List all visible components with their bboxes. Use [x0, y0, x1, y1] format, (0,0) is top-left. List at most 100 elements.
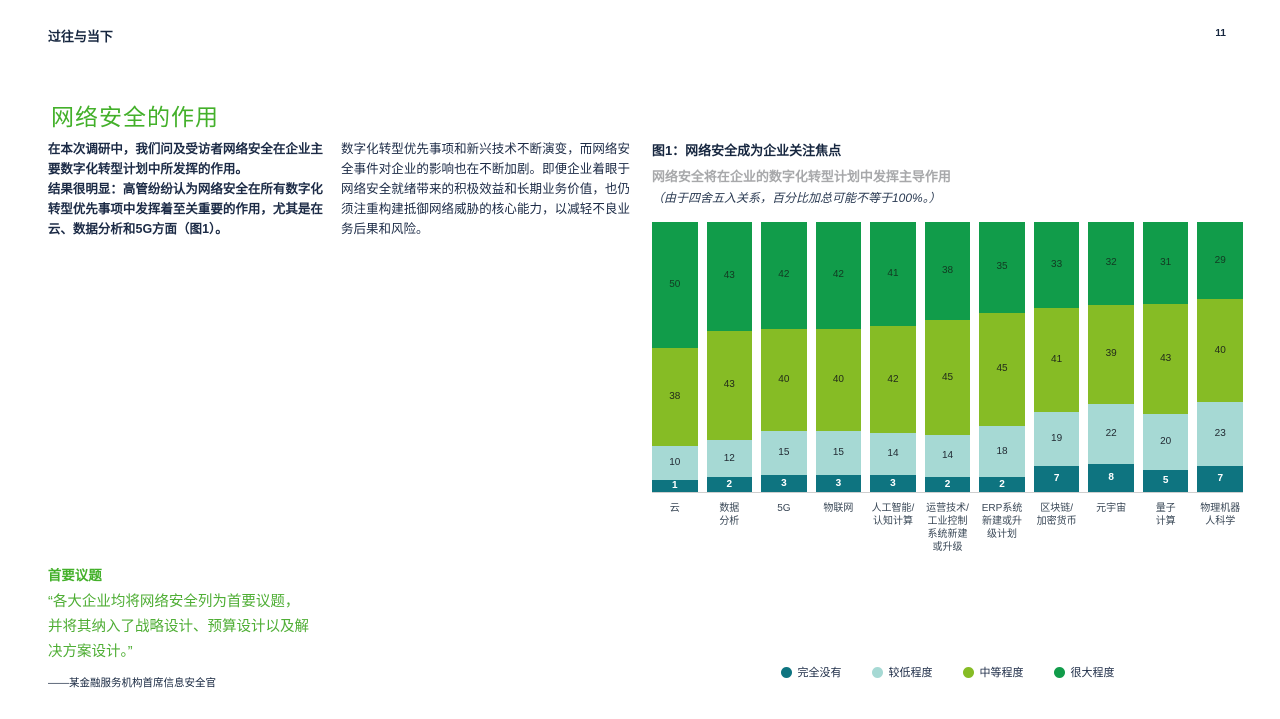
chart-bars: 1 10 38 50 2 12 43 43 3 15 40 42 3 15 40 42 3 14 42 41 2 14 45…	[652, 222, 1244, 492]
bar-5: 3 14 42 41	[870, 222, 916, 492]
category-label: 运营技术/ 工业控制 系统新建 或升级	[926, 503, 969, 553]
segment-value-label: 41	[1051, 354, 1063, 366]
segment-value-label: 15	[832, 446, 844, 458]
pull-quote: 首要议题 “各大企业均将网络安全列为首要议题，并将其纳入了战略设计、预算设计以及…	[48, 564, 310, 690]
segment-value-label: 40	[778, 373, 790, 385]
legend-item: 很大程度	[1053, 664, 1115, 680]
bar-6: 2 14 45 38	[924, 222, 971, 492]
bar-9: 8 22 39 32	[1088, 222, 1134, 492]
bar-segment: 7	[1197, 465, 1244, 492]
legend-dot-icon	[780, 666, 792, 678]
bar-segment: 14	[924, 434, 971, 478]
segment-value-label: 32	[1105, 257, 1117, 269]
segment-value-label: 12	[723, 452, 735, 464]
bar-segment: 2	[979, 477, 1025, 492]
bar-segment: 7	[1033, 465, 1080, 492]
bar-1: 1 10 38 50	[652, 222, 698, 492]
bar-segment: 2	[706, 477, 753, 492]
bar-3: 3 15 40 42	[761, 222, 807, 492]
bar-segment: 43	[706, 330, 753, 440]
bar-segment: 10	[652, 446, 698, 480]
bar-segment: 31	[1142, 222, 1189, 305]
segment-value-label: 2	[944, 478, 951, 490]
segment-value-label: 3	[890, 477, 896, 489]
legend-item: 完全没有	[780, 664, 842, 680]
bar-segment: 41	[1033, 307, 1080, 413]
bar-2: 2 12 43 43	[706, 222, 753, 492]
paragraph: 结果很明显：高管纷纷认为网络安全在所有数字化转型优先事项中发挥着至关重要的作用，…	[48, 182, 324, 236]
bar-segment: 23	[1197, 402, 1244, 466]
segment-value-label: 14	[887, 447, 899, 459]
segment-value-label: 45	[941, 371, 954, 383]
bar-4: 3 15 40 42	[815, 222, 862, 492]
segment-value-label: 23	[1214, 428, 1226, 440]
legend-dot-icon	[962, 666, 974, 678]
bar-11: 7 23 40 29	[1197, 222, 1244, 492]
bar-segment: 1	[652, 479, 698, 492]
bar-8: 7 19 41 33	[1033, 222, 1080, 492]
segment-value-label: 18	[996, 445, 1008, 457]
segment-value-label: 50	[669, 279, 681, 291]
quote-text: “各大企业均将网络安全列为首要议题，并将其纳入了战略设计、预算设计以及解决方案设…	[48, 594, 309, 660]
page-header-title: 过往与当下	[48, 29, 114, 44]
legend-item: 较低程度	[871, 664, 933, 680]
legend-label: 完全没有	[797, 667, 842, 679]
bar-segment: 32	[1088, 222, 1134, 305]
segment-value-label: 33	[1051, 258, 1063, 270]
segment-value-label: 39	[1105, 348, 1117, 360]
category-label: 人工智能/ 认知计算	[871, 503, 915, 527]
bar-segment: 3	[870, 475, 916, 492]
segment-value-label: 41	[887, 268, 899, 280]
segment-value-label: 2	[726, 478, 733, 490]
bar-segment: 42	[870, 326, 916, 433]
quote-attribution: ——某金融服务机构首席信息安全官	[48, 677, 216, 689]
category-label: 物联网	[823, 503, 854, 514]
bar-segment: 38	[924, 222, 971, 321]
bar-segment: 45	[924, 320, 971, 435]
section-title: 网络安全的作用	[51, 104, 219, 130]
bar-segment: 40	[1197, 299, 1244, 403]
segment-value-label: 3	[835, 477, 842, 489]
category-label: 云	[669, 503, 680, 514]
segment-value-label: 22	[1105, 427, 1117, 439]
segment-value-label: 7	[1053, 472, 1060, 484]
bar-segment: 39	[1088, 304, 1134, 404]
figure-1: 图1：网络安全成为企业关注焦点 网络安全将在企业的数字化转型计划中发挥主导作用 …	[652, 140, 1244, 700]
chart-axis-line	[652, 492, 1243, 493]
page-number: 11	[1215, 28, 1226, 39]
segment-value-label: 20	[1160, 436, 1172, 448]
segment-value-label: 40	[1214, 344, 1226, 356]
bar-segment: 45	[979, 312, 1025, 426]
bar-segment: 20	[1142, 413, 1189, 471]
figure-note: （由于四舍五入关系，百分比加总可能不等于100%。）	[652, 191, 941, 205]
bar-segment: 12	[706, 439, 753, 478]
segment-value-label: 42	[778, 269, 790, 281]
chart-category-labels: 云 数据 分析 5G 物联网 人工智能/ 认知计算 运营技术/ 工业控制 系统新建 或升级…	[652, 502, 1243, 554]
quote-heading: 首要议题	[48, 568, 102, 583]
legend-dot-icon	[1053, 666, 1065, 678]
legend-dot-icon	[871, 666, 883, 678]
segment-value-label: 31	[1160, 257, 1172, 268]
segment-value-label: 2	[999, 478, 1005, 490]
segment-value-label: 10	[669, 457, 681, 469]
segment-value-label: 43	[723, 270, 735, 282]
bar-segment: 8	[1088, 463, 1134, 492]
bar-segment: 42	[815, 222, 862, 329]
bar-segment: 3	[761, 475, 807, 492]
segment-value-label: 14	[941, 450, 954, 462]
segment-value-label: 35	[996, 261, 1008, 273]
body-column-2: 数字化转型优先事项和新兴技术不断演变，而网络安全事件对企业的影响也在不断加剧。即…	[341, 139, 630, 239]
segment-value-label: 45	[996, 363, 1008, 375]
bar-segment: 22	[1088, 403, 1134, 464]
category-label: 量子 计算	[1155, 503, 1176, 527]
legend-label: 中等程度	[979, 667, 1024, 679]
bar-segment: 18	[979, 426, 1025, 478]
bar-segment: 42	[761, 222, 807, 329]
segment-value-label: 42	[887, 373, 899, 385]
chart-legend: 完全没有 较低程度 中等程度 很大程度	[652, 664, 1243, 680]
figure-title: 图1：网络安全成为企业关注焦点	[652, 143, 842, 158]
segment-value-label: 38	[669, 391, 681, 403]
category-label: ERP系统 新建或升 级计划	[981, 503, 1023, 540]
category-label: 区块链/ 加密货币	[1036, 503, 1077, 527]
